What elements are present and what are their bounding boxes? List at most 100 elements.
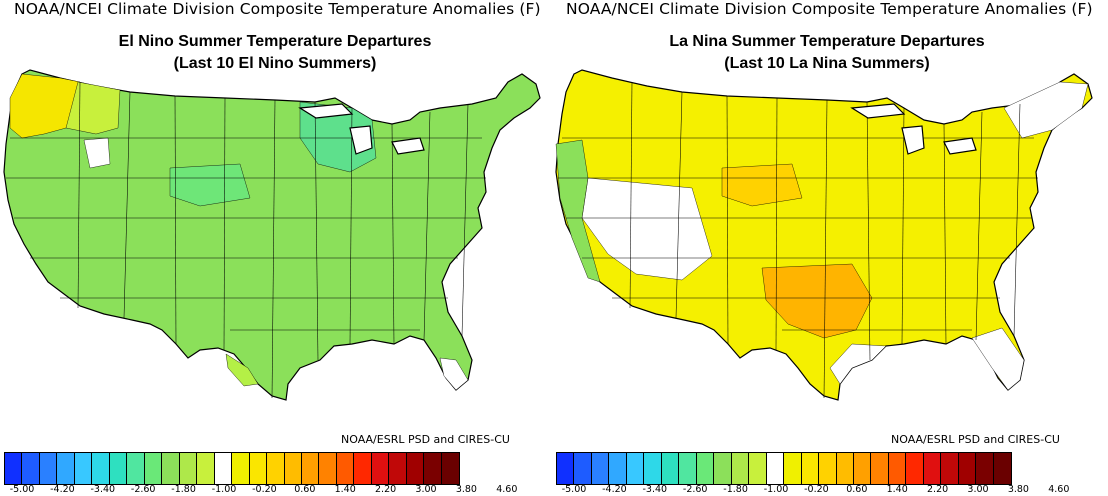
- colorbar-tick-label: -0.20: [804, 484, 829, 495]
- state-boundary: [726, 95, 729, 345]
- colorbar-swatch: [749, 453, 767, 484]
- la-nina-panel: NOAA/NCEI Climate Division Composite Tem…: [552, 0, 1102, 496]
- colorbar-tick-label: 0.60: [846, 484, 868, 495]
- colorbar-swatch: [976, 453, 994, 484]
- colorbar-swatch: [319, 453, 337, 484]
- state-boundary: [314, 101, 319, 361]
- colorbar: [556, 452, 1013, 485]
- colorbar-swatch: [441, 453, 460, 484]
- colorbar-swatch: [766, 453, 785, 484]
- colorbar-swatch: [696, 453, 715, 484]
- state-boundary: [423, 111, 431, 341]
- colorbar-swatch: [74, 453, 93, 484]
- colorbar-swatch: [39, 453, 58, 484]
- map-credit: NOAA/ESRL PSD and CIRES-CU: [891, 433, 1060, 446]
- region-south-florida-white: [439, 357, 469, 391]
- region-florida-white: [971, 327, 1025, 391]
- region-west-coast: [555, 139, 601, 283]
- state-boundary: [174, 95, 177, 345]
- region-gulf-coast-white: [829, 343, 887, 385]
- map-credit: NOAA/ESRL PSD and CIRES-CU: [341, 433, 510, 446]
- map-subtitle: (Last 10 La Nina Summers): [724, 55, 930, 72]
- colorbar-swatch: [923, 453, 942, 484]
- colorbar-swatch: [853, 453, 872, 484]
- state-boundary: [123, 91, 131, 319]
- colorbar-tick-label: 3.00: [967, 484, 989, 495]
- colorbar-ticks: -5.00 -4.20 -3.40 -2.60 -1.80 -1.00 -0.20 0.60 1…: [0, 484, 550, 496]
- lake-superior: [298, 103, 354, 119]
- colorbar-swatch: [22, 453, 40, 484]
- colorbar-swatch: [591, 453, 610, 484]
- colorbar-tick-label: 3.00: [415, 484, 437, 495]
- us-climate-division-map: [555, 69, 1093, 401]
- el-nino-panel: NOAA/NCEI Climate Division Composite Tem…: [0, 0, 550, 496]
- colorbar-tick-label: -2.60: [682, 484, 708, 495]
- colorbar-swatch: [162, 453, 180, 484]
- region-texas-coast: [225, 353, 259, 387]
- colorbar-swatch: [371, 453, 390, 484]
- colorbar-swatch: [127, 453, 145, 484]
- colorbar-ticks: -5.00 -4.20 -3.40 -2.60 -1.80 -1.00 -0.20 0.60 1…: [552, 484, 1102, 496]
- us-climate-division-map: [3, 69, 541, 401]
- colorbar-swatch: [5, 453, 23, 484]
- region-central-plains: [169, 163, 251, 207]
- state-boundary: [77, 81, 81, 309]
- state-boundary: [823, 99, 828, 399]
- colorbar-swatch: [109, 453, 128, 484]
- state-boundary: [975, 111, 983, 341]
- colorbar-swatch: [801, 453, 820, 484]
- colorbar-swatch: [232, 453, 250, 484]
- state-boundary: [866, 101, 871, 361]
- colorbar-swatch: [389, 453, 407, 484]
- colorbar-swatch: [958, 453, 977, 484]
- state-boundary: [901, 107, 905, 345]
- colorbar-tick-label: 0.60: [294, 484, 316, 495]
- colorbar-swatch: [214, 453, 233, 484]
- colorbar-tick-label: 1.40: [886, 484, 908, 495]
- colorbar-tick-label: 3.80: [1007, 484, 1029, 495]
- state-boundary: [223, 97, 226, 351]
- colorbar-swatch: [888, 453, 907, 484]
- region-central-plains: [721, 163, 803, 207]
- colorbar-swatch: [819, 453, 837, 484]
- colorbar-tick-label: 1.40: [334, 484, 356, 495]
- colorbar-tick-label: 4.60: [496, 484, 518, 495]
- region-great-lakes: [299, 101, 377, 173]
- colorbar-swatch: [92, 453, 110, 484]
- colorbar-swatch: [144, 453, 163, 484]
- colorbar-swatch: [267, 453, 285, 484]
- colorbar-swatch: [679, 453, 697, 484]
- colorbar-swatch: [714, 453, 732, 484]
- region-pacific-northwest: [9, 73, 81, 139]
- colorbar-swatch: [336, 453, 355, 484]
- colorbar-swatch: [179, 453, 198, 484]
- colorbar-swatch: [424, 453, 442, 484]
- colorbar-tick-label: -3.40: [90, 484, 116, 495]
- colorbar-tick-label: -1.80: [723, 484, 748, 495]
- lake-erie: [391, 137, 425, 155]
- state-boundary: [629, 81, 633, 309]
- state-boundary: [775, 97, 778, 351]
- colorbar-tick-label: 2.20: [375, 484, 397, 495]
- state-boundary: [1013, 103, 1021, 337]
- colorbar-tick-label: -1.00: [211, 484, 237, 495]
- colorbar-tick-label: -1.80: [171, 484, 196, 495]
- lake-superior: [850, 103, 906, 119]
- colorbar-swatch: [993, 453, 1012, 484]
- colorbar-swatch: [574, 453, 592, 484]
- state-boundary: [461, 103, 469, 337]
- colorbar-swatch: [249, 453, 268, 484]
- colorbar-swatch: [836, 453, 854, 484]
- colorbar-swatch: [661, 453, 680, 484]
- state-boundary: [391, 123, 395, 345]
- colorbar-swatch: [731, 453, 750, 484]
- map-title: El Nino Summer Temperature Departures: [118, 33, 432, 50]
- lake-erie: [943, 137, 977, 155]
- colorbar-tick-label: -4.20: [50, 484, 75, 495]
- colorbar-swatch: [301, 453, 320, 484]
- state-boundary: [349, 107, 353, 345]
- colorbar-tick-label: -4.20: [602, 484, 627, 495]
- colorbar-tick-label: 2.20: [927, 484, 949, 495]
- colorbar-tick-label: -2.60: [130, 484, 156, 495]
- region-north-idaho-white: [83, 137, 111, 169]
